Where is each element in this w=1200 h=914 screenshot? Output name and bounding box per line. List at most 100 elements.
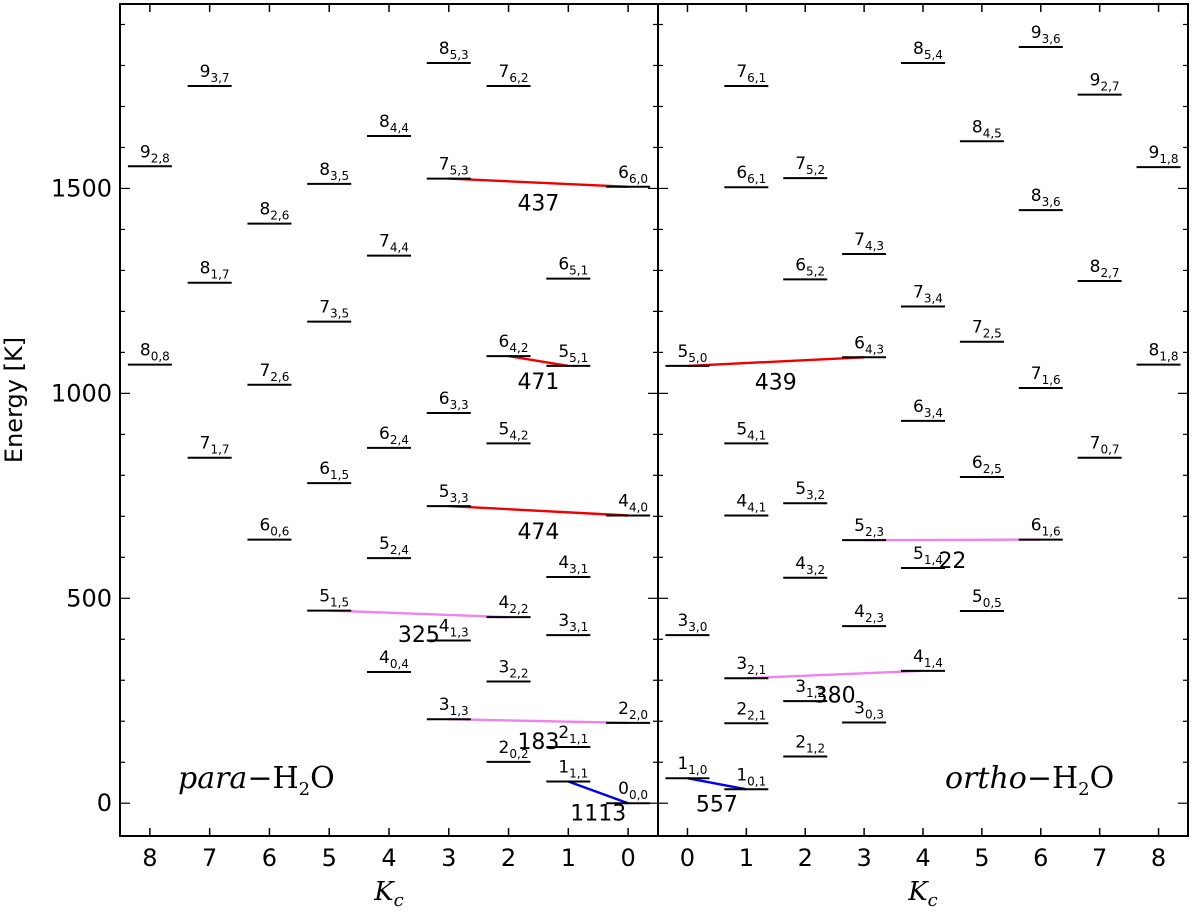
energy-level-label: 85,4 — [913, 39, 943, 62]
transition-line — [567, 780, 629, 805]
energy-level-label: 31,2 — [795, 677, 825, 700]
x-tick-label: 8 — [1151, 844, 1166, 872]
energy-level-label: 41,3 — [439, 617, 469, 640]
energy-level-label: 54,1 — [736, 419, 766, 442]
energy-level-label: 71,6 — [1031, 364, 1061, 387]
energy-level-label: 22,0 — [618, 699, 648, 722]
x-tick-label: 6 — [1033, 844, 1048, 872]
energy-level-label: 52,4 — [379, 534, 409, 557]
transition-line — [448, 717, 629, 725]
transition-label: 325 — [398, 623, 440, 648]
energy-level-label: 60,6 — [259, 516, 289, 539]
energy-level-label: 92,7 — [1090, 71, 1120, 94]
energy-level-label: 74,4 — [379, 232, 409, 255]
energy-level-label: 51,5 — [319, 587, 349, 610]
energy-level-label: 43,1 — [558, 553, 588, 576]
energy-level-label: 53,2 — [795, 479, 825, 502]
y-axis-label: Energy [K] — [0, 337, 28, 463]
energy-level-label: 84,5 — [972, 117, 1002, 140]
transition-label: 439 — [755, 371, 797, 396]
energy-level-label: 65,2 — [795, 255, 825, 278]
energy-level-label: 93,7 — [200, 62, 230, 85]
energy-level-label: 32,1 — [736, 654, 766, 677]
energy-level-label: 84,4 — [379, 112, 409, 135]
energy-level-label: 53,3 — [439, 482, 469, 505]
transition-label: 1113 — [570, 801, 626, 826]
transition-label: 437 — [517, 192, 559, 217]
energy-level-label: 82,6 — [259, 200, 289, 223]
energy-level-label: 73,4 — [913, 282, 943, 305]
transition-label: 557 — [696, 793, 738, 818]
energy-level-label: 42,3 — [854, 602, 884, 625]
transition-label: 471 — [517, 370, 559, 395]
energy-level-label: 63,4 — [913, 397, 943, 420]
energy-level-label: 85,3 — [439, 39, 469, 62]
x-tick-label: 6 — [262, 844, 277, 872]
energy-level-label: 75,2 — [795, 154, 825, 177]
transition-line — [329, 609, 509, 619]
x-tick-label: 2 — [798, 844, 813, 872]
energy-level-label: 40,4 — [379, 648, 409, 671]
energy-level-label: 76,1 — [736, 62, 766, 85]
energy-level-label: 76,2 — [499, 62, 529, 85]
energy-level-label: 22,1 — [736, 699, 766, 722]
energy-level-label: 43,2 — [795, 554, 825, 577]
x-tick-label: 8 — [142, 844, 157, 872]
energy-level-label: 55,0 — [677, 342, 707, 365]
x-tick-label: 1 — [561, 844, 576, 872]
energy-level-label: 81,8 — [1149, 341, 1179, 364]
energy-level-label: 11,0 — [677, 754, 707, 777]
energy-level-label: 55,1 — [558, 342, 588, 365]
x-axis-label: Kc — [373, 877, 404, 911]
x-tick-label: 4 — [915, 844, 930, 872]
transition-line — [687, 356, 865, 368]
energy-level-label: 00,0 — [618, 779, 648, 802]
energy-level-label: 30,3 — [854, 698, 884, 721]
energy-level-label: 81,7 — [200, 259, 230, 282]
transition-line — [687, 777, 747, 791]
energy-level-label: 32,2 — [499, 657, 529, 680]
energy-level-label: 62,5 — [972, 453, 1002, 476]
transition-label: 474 — [517, 520, 559, 545]
energy-level-label: 66,0 — [618, 163, 648, 186]
x-axis-label: Kc — [907, 877, 938, 911]
x-tick-label: 1 — [739, 844, 754, 872]
x-tick-label: 0 — [680, 844, 695, 872]
x-tick-label: 2 — [501, 844, 516, 872]
transition-line — [746, 669, 924, 680]
energy-level-label: 73,5 — [319, 298, 349, 321]
transition-label: 183 — [517, 730, 559, 755]
energy-level-label: 82,7 — [1090, 257, 1120, 280]
energy-level-label: 62,4 — [379, 424, 409, 447]
transition-line — [448, 177, 629, 188]
energy-level-label: 64,2 — [499, 332, 529, 355]
x-tick-label: 3 — [856, 844, 871, 872]
x-tick-label: 5 — [974, 844, 989, 872]
energy-level-label: 50,5 — [972, 587, 1002, 610]
x-tick-label: 4 — [381, 844, 396, 872]
energy-level-label: 42,2 — [499, 593, 529, 616]
energy-level-label: 74,3 — [854, 230, 884, 253]
x-tick-label: 3 — [441, 844, 456, 872]
energy-level-label: 11,1 — [558, 757, 588, 780]
x-tick-label: 5 — [322, 844, 337, 872]
y-tick-label: 0 — [97, 789, 112, 817]
energy-level-label: 72,5 — [972, 318, 1002, 341]
energy-level-label: 44,1 — [736, 491, 766, 514]
energy-level-label: 21,1 — [558, 723, 588, 746]
energy-level-label: 75,3 — [439, 155, 469, 178]
panel-ortho: 0 1 2 3 4 5 6 7 8 557 380 22 439 10,1 11,0 21,2 22,1 30,3… — [657, 3, 1189, 911]
energy-level-label: 21,2 — [795, 732, 825, 755]
energy-level-label: 41,4 — [913, 647, 943, 670]
energy-level-label: 61,6 — [1031, 516, 1061, 539]
energy-level-label: 44,0 — [618, 491, 648, 514]
y-tick-label: 1500 — [51, 174, 112, 202]
energy-level-label: 10,1 — [736, 765, 766, 788]
energy-level-label: 83,6 — [1031, 186, 1061, 209]
energy-level-label: 92,8 — [140, 142, 170, 165]
energy-level-label: 66,1 — [736, 163, 766, 186]
energy-level-label: 61,5 — [319, 459, 349, 482]
energy-level-label: 33,0 — [677, 611, 707, 634]
energy-level-label: 33,1 — [558, 611, 588, 634]
